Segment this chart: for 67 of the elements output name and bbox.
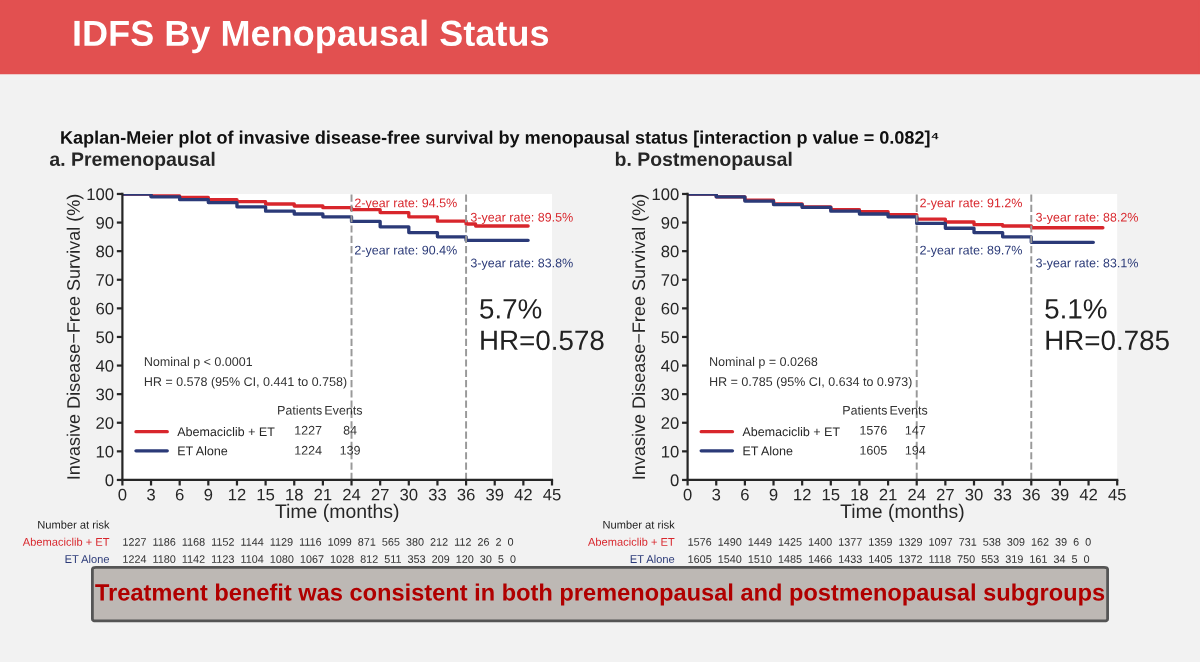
x-tick-label: 9	[204, 488, 213, 501]
x-tick-label: 45	[1108, 488, 1126, 501]
annotation: 5.1%	[1045, 299, 1107, 319]
x-tick-label: 12	[794, 488, 811, 501]
y-axis-title: Invasive Disease−Free Survival (%)	[631, 194, 649, 479]
y-tick-label: 30	[96, 388, 114, 401]
y-tick-label: 10	[96, 445, 114, 458]
x-axis-title: Time (months)	[275, 503, 399, 522]
x-axis-title: Time (months)	[840, 503, 964, 522]
y-axis-title: Invasive Disease−Free Survival (%)	[66, 194, 84, 479]
x-tick-label: 3	[147, 488, 155, 501]
x-tick-label: 0	[118, 488, 127, 501]
x-tick-label: 36	[457, 488, 475, 501]
x-tick-label: 9	[769, 488, 778, 501]
y-tick-label: 80	[96, 245, 114, 258]
chart-title: b. Postmenopausal	[615, 151, 792, 170]
x-tick-label: 33	[994, 488, 1012, 501]
x-tick-label: 30	[965, 488, 983, 501]
y-tick-label: 100	[652, 188, 679, 201]
y-tick-label: 40	[661, 359, 679, 372]
x-tick-label: 18	[851, 488, 868, 501]
x-tick-label: 18	[286, 488, 303, 501]
x-tick-label: 6	[741, 488, 749, 501]
x-tick-label: 39	[486, 488, 504, 501]
x-tick-label: 45	[543, 488, 561, 501]
y-tick-label: 20	[96, 417, 114, 429]
x-tick-label: 6	[175, 488, 184, 501]
y-tick-label: 0	[670, 474, 679, 487]
y-tick-label: 30	[661, 388, 679, 401]
annotation: HR=0.785	[1046, 330, 1169, 351]
y-tick-label: 60	[96, 302, 114, 315]
y-tick-label: 80	[661, 245, 679, 258]
y-tick-label: 70	[96, 274, 114, 286]
annotation: 5.7%	[480, 299, 542, 319]
x-tick-label: 15	[822, 488, 840, 501]
x-tick-label: 36	[1022, 488, 1040, 501]
y-tick-label: 70	[661, 274, 679, 286]
x-tick-label: 30	[400, 488, 418, 501]
x-tick-label: 12	[228, 488, 246, 501]
x-tick-label: 15	[257, 488, 275, 501]
x-tick-label: 3	[712, 488, 721, 501]
text: IDFS By Menopausal Status	[74, 19, 549, 54]
y-tick-label: 50	[96, 331, 114, 344]
x-tick-label: 27	[371, 488, 389, 501]
x-tick-label: 24	[908, 488, 926, 501]
y-tick-label: 20	[661, 417, 679, 429]
y-tick-label: 50	[661, 331, 679, 344]
x-tick-label: 39	[1051, 488, 1069, 501]
text: Kaplan-Meier plot of invasive disease-free survival by menopausal status [interaction p value = 0.082]⁴	[61, 130, 939, 148]
y-tick-label: 60	[661, 302, 679, 315]
x-tick-label: 0	[683, 488, 692, 501]
y-tick-label: 10	[662, 445, 679, 458]
x-tick-label: 42	[514, 488, 532, 501]
x-tick-label: 33	[428, 488, 446, 501]
text: Treatment benefit was consistent in both premenopausal and postmenopausal subgroups	[95, 583, 1105, 606]
x-tick-label: 42	[1079, 488, 1097, 501]
y-tick-label: 90	[661, 216, 679, 229]
x-tick-label: 24	[343, 488, 361, 501]
y-tick-label: 0	[105, 474, 114, 487]
y-tick-label: 40	[95, 359, 114, 372]
annotation: HR=0.578	[481, 330, 604, 351]
chart-title: a. Premenopausal	[49, 151, 215, 170]
x-tick-label: 27	[936, 488, 954, 501]
x-tick-label: 21	[879, 488, 897, 501]
x-tick-label: 21	[314, 488, 332, 501]
y-tick-label: 90	[96, 216, 114, 229]
y-tick-label: 100	[87, 188, 114, 201]
